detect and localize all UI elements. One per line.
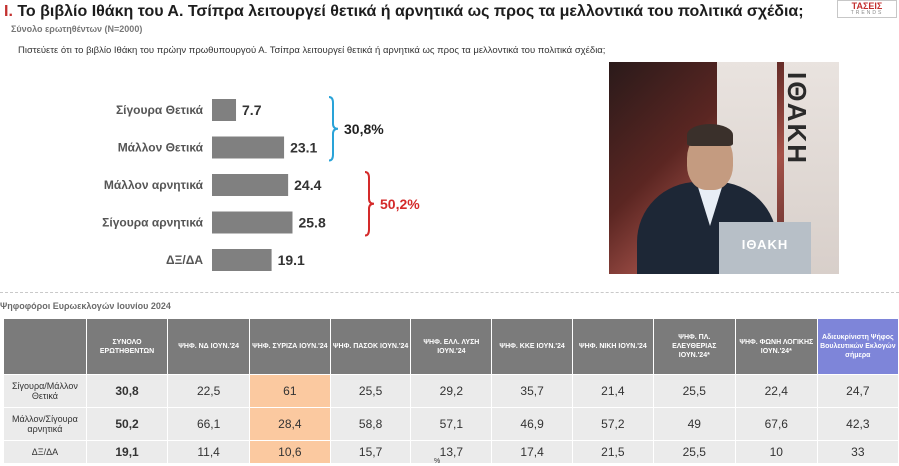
podium <box>719 222 811 274</box>
table-cell: 25,5 <box>652 440 736 464</box>
table-cell: 57,1 <box>410 407 493 441</box>
speaker-photo: ΙΘΑΚΗ ΙΘΑΚΗ <box>609 62 839 274</box>
table-header: ΨΗΦ. ΚΚΕ ΙΟΥΝ.'24 <box>491 318 573 375</box>
value-label: 24.4 <box>294 177 321 193</box>
brand-logo: ΤΑΣΕΙΣ TRENDS <box>837 0 897 18</box>
category-label: Σίγουρα αρνητικά <box>102 216 203 230</box>
category-label: ΔΞ/ΔΑ <box>166 253 203 267</box>
table-cell: 57,2 <box>571 407 654 441</box>
table-header: ΨΗΦ. ΠΑΣΟΚ ΙΟΥΝ.'24 <box>329 318 412 375</box>
table-cell-total: 19,1 <box>85 440 169 464</box>
table-cell-highlight: 10,6 <box>248 440 331 464</box>
bar <box>212 174 289 196</box>
table-cell: 15,7 <box>329 440 412 464</box>
logo-main-text: ΤΑΣΕΙΣ <box>851 1 883 11</box>
sample-subtitle: Σύνολο ερωτηθέντων (N=2000) <box>11 24 143 34</box>
table-cell: 49 <box>652 407 736 441</box>
table-cell-highlight: 28,4 <box>248 407 331 441</box>
table-row: Σίγουρα/Μάλλον Θετικά 30,8 22,5 61 25,5 … <box>3 374 899 408</box>
row-label: Σίγουρα/Μάλλον Θετικά <box>3 374 87 408</box>
table-header: ΨΗΦ. ΣΥΡΙΖΑ ΙΟΥΝ.'24 <box>248 318 331 375</box>
backdrop-text: ΙΘΑΚΗ <box>782 72 812 166</box>
table-header: ΨΗΦ. ΕΛΛ. ΛΥΣΗ ΙΟΥΝ.'24 <box>410 318 493 375</box>
table-header: ΨΗΦ. ΝΔ ΙΟΥΝ.'24 <box>167 318 250 375</box>
table-cell: 29,2 <box>410 374 493 408</box>
category-label: Μάλλον αρνητικά <box>104 178 204 192</box>
table-cell: 58,8 <box>329 407 412 441</box>
table-cell: 67,6 <box>734 407 818 441</box>
bar <box>212 249 272 271</box>
table-cell: 11,4 <box>167 440 250 464</box>
group-total-label: 50,2% <box>380 196 420 212</box>
table-cell: 33 <box>816 440 899 464</box>
speaker-hair <box>687 124 733 146</box>
value-label: 23.1 <box>290 140 317 156</box>
podium-label: ΙΘΑΚΗ <box>741 237 789 252</box>
category-label: Μάλλον Θετικά <box>118 141 204 155</box>
table-row: ΔΞ/ΔΑ 19,1 11,4 10,6 15,7 13,7 17,4 21,5… <box>3 440 899 464</box>
table-header: ΨΗΦ. ΦΩΝΗ ΛΟΓΙΚΗΣ ΙΟΥΝ.'24* <box>734 318 818 375</box>
table-cell: 46,9 <box>491 407 573 441</box>
page-title: I. Το βιβλίο Ιθάκη του Α. Τσίπρα λειτουρ… <box>4 3 804 21</box>
title-text: Το βιβλίο Ιθάκη του Α. Τσίπρα λειτουργεί… <box>17 3 804 20</box>
table-cell: 17,4 <box>491 440 573 464</box>
group-brace <box>328 96 339 162</box>
table-cell: 10 <box>734 440 818 464</box>
group-total-label: 30,8% <box>344 121 384 137</box>
table-cell: 42,3 <box>816 407 899 441</box>
bar <box>212 99 237 121</box>
group-brace <box>364 171 375 237</box>
section-divider <box>0 292 899 294</box>
table-cell-total: 50,2 <box>85 407 169 441</box>
table-header-row: ΣΥΝΟΛΟ ΕΡΩΤΗΘΕΝΤΩΝ ΨΗΦ. ΝΔ ΙΟΥΝ.'24 ΨΗΦ.… <box>3 318 899 375</box>
category-label: Σίγουρα Θετικά <box>116 103 204 117</box>
table-header: ΣΥΝΟΛΟ ΕΡΩΤΗΘΕΝΤΩΝ <box>85 318 169 375</box>
table-header: ΨΗΦ. ΠΛ. ΕΛΕΥΘΕΡΙΑΣ ΙΟΥΝ.'24* <box>652 318 736 375</box>
row-label: ΔΞ/ΔΑ <box>3 440 87 464</box>
table-caption: Ψηφοφόροι Ευρωεκλογών Ιουνίου 2024 <box>0 301 171 311</box>
value-label: 25.8 <box>298 215 325 231</box>
bar <box>212 211 293 234</box>
title-roman-numeral: I. <box>4 3 13 20</box>
table-cell: 25,5 <box>652 374 736 408</box>
bar <box>212 136 285 159</box>
survey-question: Πιστεύετε ότι το βιβλίο Ιθάκη του πρώην … <box>18 45 606 56</box>
table-cell: 25,5 <box>329 374 412 408</box>
table-cell: 24,7 <box>816 374 899 408</box>
table-header-empty <box>3 318 87 375</box>
table-cell: 13,7 <box>410 440 493 464</box>
table-cell-highlight: 61 <box>248 374 331 408</box>
percent-note: % <box>434 458 441 465</box>
table-cell: 35,7 <box>491 374 573 408</box>
table-cell: 21,5 <box>571 440 654 464</box>
table-cell: 22,5 <box>167 374 250 408</box>
crosstab-table: ΣΥΝΟΛΟ ΕΡΩΤΗΘΕΝΤΩΝ ΨΗΦ. ΝΔ ΙΟΥΝ.'24 ΨΗΦ.… <box>3 318 899 464</box>
table-cell: 22,4 <box>734 374 818 408</box>
logo-sub-text: TRENDS <box>850 10 884 16</box>
table-cell: 21,4 <box>571 374 654 408</box>
table-cell-total: 30,8 <box>85 374 169 408</box>
value-label: 19.1 <box>278 252 305 268</box>
bar-chart: Σίγουρα Θετικά 7.7 Μάλλον Θετικά 23.1 Μάλλον… <box>102 96 420 271</box>
table-row: Μάλλον/Σίγουρα αρνητικά 50,2 66,1 28,4 5… <box>3 407 899 441</box>
table-header-undecided: Αδιευκρίνιστη Ψήφος Βουλευτικών Εκλογών … <box>816 318 899 375</box>
table-header: ΨΗΦ. ΝΙΚΗ ΙΟΥΝ.'24 <box>571 318 654 375</box>
table-cell: 66,1 <box>167 407 250 441</box>
value-label: 7.7 <box>242 102 262 118</box>
row-label: Μάλλον/Σίγουρα αρνητικά <box>3 407 87 441</box>
